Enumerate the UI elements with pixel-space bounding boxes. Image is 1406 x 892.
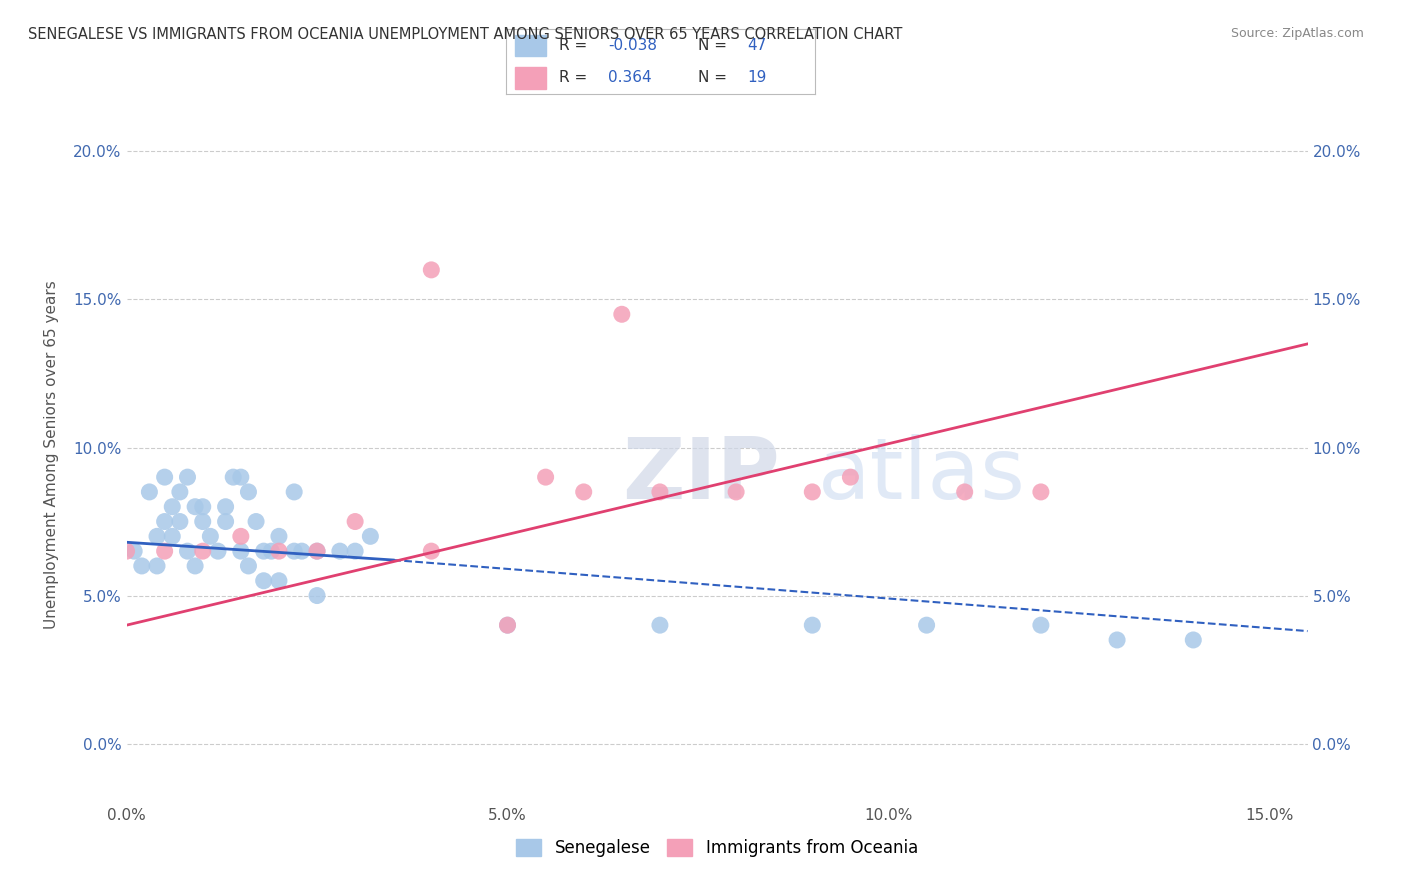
- Point: [329, 544, 352, 558]
- Point: [359, 529, 381, 543]
- Point: [253, 544, 276, 558]
- Point: [283, 484, 305, 499]
- Point: [184, 558, 207, 573]
- Point: [191, 500, 214, 514]
- Point: [253, 574, 276, 588]
- Point: [267, 544, 290, 558]
- Point: [176, 470, 198, 484]
- Point: [801, 484, 824, 499]
- Text: R =: R =: [558, 38, 586, 53]
- Point: [801, 618, 824, 632]
- Point: [162, 529, 184, 543]
- Text: atlas: atlas: [817, 434, 1025, 517]
- Text: -0.038: -0.038: [609, 38, 657, 53]
- Point: [184, 500, 207, 514]
- Point: [305, 544, 328, 558]
- Point: [245, 515, 267, 529]
- Point: [214, 500, 236, 514]
- Point: [131, 558, 153, 573]
- Point: [648, 618, 671, 632]
- Point: [146, 529, 169, 543]
- Point: [138, 484, 160, 499]
- Point: [229, 470, 252, 484]
- Text: N =: N =: [697, 70, 727, 85]
- Point: [344, 544, 367, 558]
- Point: [222, 470, 245, 484]
- Text: R =: R =: [558, 70, 586, 85]
- Point: [267, 574, 290, 588]
- Text: Source: ZipAtlas.com: Source: ZipAtlas.com: [1230, 27, 1364, 40]
- Text: SENEGALESE VS IMMIGRANTS FROM OCEANIA UNEMPLOYMENT AMONG SENIORS OVER 65 YEARS C: SENEGALESE VS IMMIGRANTS FROM OCEANIA UN…: [28, 27, 903, 42]
- Point: [200, 529, 222, 543]
- Point: [267, 529, 290, 543]
- Point: [191, 544, 214, 558]
- Point: [915, 618, 938, 632]
- Point: [953, 484, 976, 499]
- Point: [122, 544, 145, 558]
- Point: [305, 544, 328, 558]
- Point: [153, 515, 176, 529]
- Point: [1029, 484, 1052, 499]
- Point: [420, 263, 443, 277]
- Point: [496, 618, 519, 632]
- Point: [146, 558, 169, 573]
- Point: [291, 544, 314, 558]
- Text: 47: 47: [748, 38, 766, 53]
- Point: [1182, 632, 1205, 647]
- FancyBboxPatch shape: [516, 35, 547, 56]
- Point: [229, 529, 252, 543]
- Legend: Senegalese, Immigrants from Oceania: Senegalese, Immigrants from Oceania: [509, 832, 925, 864]
- Point: [238, 484, 260, 499]
- Point: [191, 515, 214, 529]
- Point: [344, 515, 367, 529]
- Text: 0.364: 0.364: [609, 70, 652, 85]
- Point: [305, 589, 328, 603]
- Point: [260, 544, 283, 558]
- Text: N =: N =: [697, 38, 727, 53]
- Point: [169, 484, 191, 499]
- Y-axis label: Unemployment Among Seniors over 65 years: Unemployment Among Seniors over 65 years: [45, 281, 59, 629]
- Point: [725, 484, 748, 499]
- Text: 19: 19: [748, 70, 766, 85]
- Point: [610, 307, 633, 321]
- Point: [162, 500, 184, 514]
- Point: [534, 470, 557, 484]
- Point: [1029, 618, 1052, 632]
- FancyBboxPatch shape: [516, 67, 547, 88]
- Point: [572, 484, 595, 499]
- Point: [496, 618, 519, 632]
- Point: [214, 515, 236, 529]
- Point: [648, 484, 671, 499]
- Point: [420, 544, 443, 558]
- Point: [1107, 632, 1129, 647]
- Point: [238, 558, 260, 573]
- Text: ZIP: ZIP: [623, 434, 780, 517]
- Point: [169, 515, 191, 529]
- Point: [207, 544, 229, 558]
- Point: [153, 470, 176, 484]
- Point: [176, 544, 198, 558]
- Point: [153, 544, 176, 558]
- Point: [229, 544, 252, 558]
- Point: [839, 470, 862, 484]
- Point: [115, 544, 138, 558]
- Point: [283, 544, 305, 558]
